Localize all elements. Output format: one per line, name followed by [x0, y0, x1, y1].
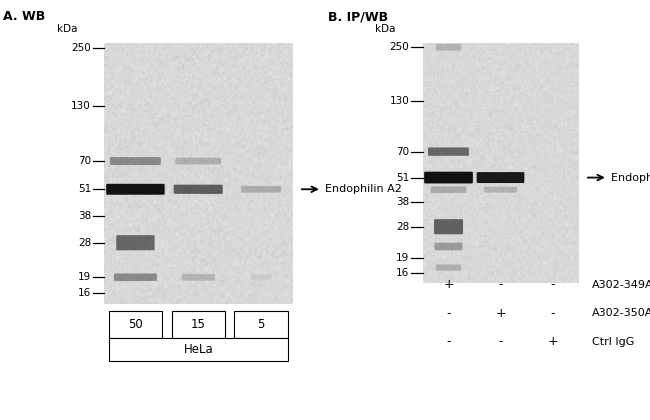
FancyBboxPatch shape: [428, 147, 469, 156]
Text: -: -: [551, 278, 554, 291]
FancyBboxPatch shape: [434, 219, 463, 234]
Text: Endophilin A2: Endophilin A2: [325, 184, 402, 194]
FancyBboxPatch shape: [116, 235, 155, 250]
Text: 38: 38: [396, 197, 410, 207]
Text: 38: 38: [78, 210, 91, 220]
FancyBboxPatch shape: [430, 186, 467, 193]
Text: 16: 16: [396, 268, 410, 278]
FancyBboxPatch shape: [106, 184, 164, 195]
Text: 130: 130: [390, 96, 410, 106]
Text: A. WB: A. WB: [3, 10, 46, 24]
Text: 28: 28: [78, 238, 91, 248]
Text: 250: 250: [390, 42, 410, 52]
FancyBboxPatch shape: [241, 186, 281, 193]
Text: -: -: [551, 307, 554, 320]
Text: 51: 51: [396, 173, 410, 183]
Text: A302-349A: A302-349A: [592, 280, 650, 290]
FancyBboxPatch shape: [251, 274, 272, 280]
FancyBboxPatch shape: [424, 172, 473, 184]
Text: 50: 50: [128, 318, 143, 331]
Text: -: -: [499, 335, 502, 348]
Text: 51: 51: [78, 184, 91, 194]
Text: 250: 250: [72, 42, 91, 52]
FancyBboxPatch shape: [110, 157, 161, 165]
Bar: [235, 311, 288, 338]
FancyBboxPatch shape: [176, 158, 221, 164]
Text: Endophilin A2: Endophilin A2: [611, 173, 650, 183]
Text: 5: 5: [257, 318, 265, 331]
Text: 15: 15: [191, 318, 205, 331]
Text: 19: 19: [78, 272, 91, 282]
Text: +: +: [547, 335, 558, 348]
Text: Ctrl IgG: Ctrl IgG: [592, 337, 634, 347]
Text: 28: 28: [396, 222, 410, 232]
Bar: [109, 311, 162, 338]
Text: 16: 16: [78, 288, 91, 298]
Text: A302-350A: A302-350A: [592, 308, 650, 318]
FancyBboxPatch shape: [114, 273, 157, 281]
Text: kDa: kDa: [57, 24, 77, 34]
Text: +: +: [443, 278, 454, 291]
Text: 19: 19: [396, 254, 410, 263]
FancyBboxPatch shape: [436, 44, 461, 51]
Text: HeLa: HeLa: [183, 343, 213, 356]
Text: B. IP/WB: B. IP/WB: [328, 10, 389, 24]
Text: kDa: kDa: [376, 24, 396, 34]
Bar: [172, 311, 225, 338]
Text: 130: 130: [72, 101, 91, 111]
FancyBboxPatch shape: [434, 243, 463, 250]
Text: -: -: [499, 278, 502, 291]
FancyBboxPatch shape: [484, 187, 517, 193]
Text: -: -: [447, 335, 450, 348]
FancyBboxPatch shape: [174, 185, 223, 194]
Text: 70: 70: [78, 156, 91, 166]
FancyBboxPatch shape: [476, 172, 525, 183]
Text: -: -: [447, 307, 450, 320]
Text: 70: 70: [396, 147, 410, 157]
FancyBboxPatch shape: [436, 265, 461, 271]
FancyBboxPatch shape: [181, 274, 215, 281]
Text: +: +: [495, 307, 506, 320]
Bar: [109, 338, 288, 361]
